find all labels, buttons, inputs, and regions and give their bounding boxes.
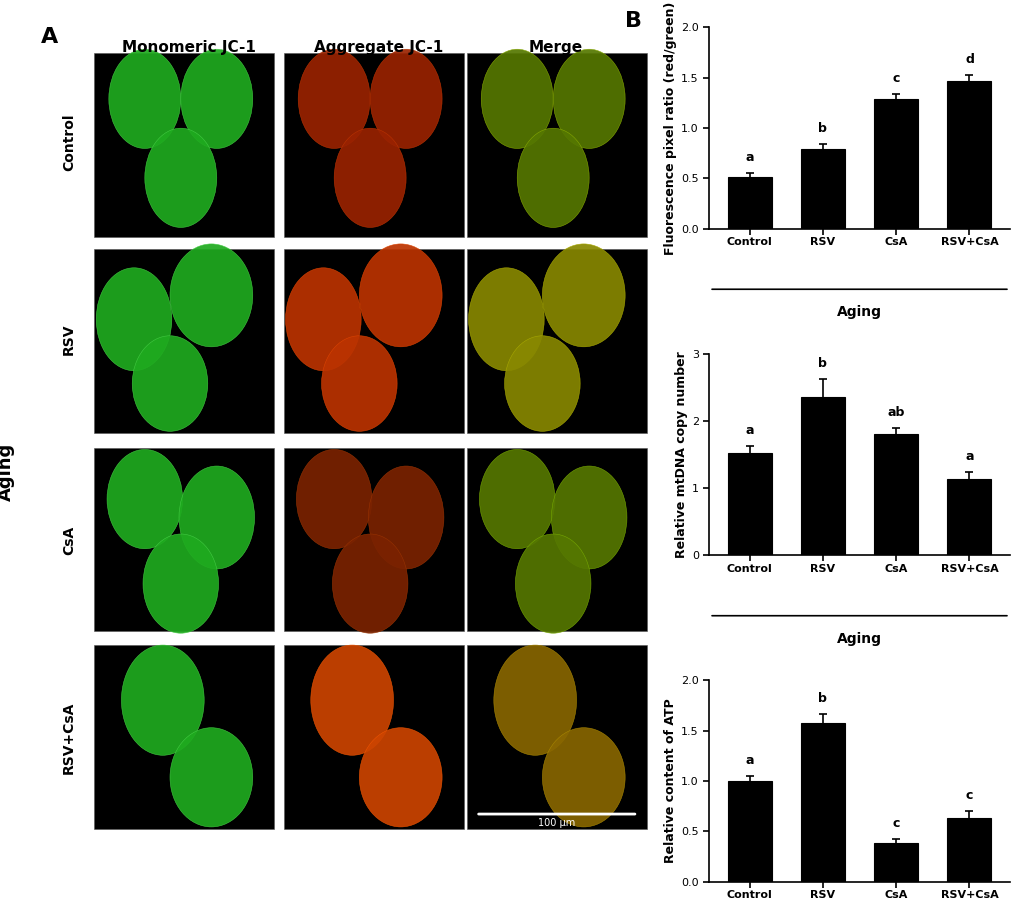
- Ellipse shape: [170, 728, 253, 827]
- Ellipse shape: [359, 244, 441, 347]
- Bar: [283, 249, 464, 433]
- Ellipse shape: [132, 335, 208, 431]
- Ellipse shape: [298, 49, 370, 148]
- Text: c: c: [965, 789, 972, 802]
- Text: b: b: [817, 693, 826, 705]
- Y-axis label: Relative mtDNA copy number: Relative mtDNA copy number: [674, 351, 687, 558]
- Bar: [283, 447, 464, 632]
- Ellipse shape: [96, 268, 171, 371]
- Text: ab: ab: [887, 405, 904, 418]
- Ellipse shape: [552, 49, 625, 148]
- Ellipse shape: [297, 450, 372, 549]
- Ellipse shape: [368, 466, 443, 569]
- Bar: [467, 249, 646, 433]
- Ellipse shape: [481, 49, 552, 148]
- Ellipse shape: [493, 645, 576, 755]
- Ellipse shape: [517, 128, 589, 227]
- Ellipse shape: [109, 49, 180, 148]
- Text: Aggregate JC-1: Aggregate JC-1: [314, 40, 442, 55]
- Text: a: a: [745, 151, 753, 165]
- Text: Aging: Aging: [0, 443, 15, 501]
- Text: c: c: [892, 72, 899, 85]
- Text: RSV: RSV: [62, 324, 76, 355]
- Ellipse shape: [121, 645, 204, 755]
- Text: Aging: Aging: [837, 632, 881, 645]
- Text: B: B: [625, 11, 641, 31]
- Text: b: b: [817, 122, 826, 135]
- Bar: [95, 645, 274, 829]
- Bar: [873, 435, 917, 555]
- Bar: [873, 99, 917, 229]
- Ellipse shape: [479, 450, 554, 549]
- Ellipse shape: [145, 128, 217, 227]
- Bar: [727, 177, 770, 229]
- Ellipse shape: [504, 335, 580, 431]
- Ellipse shape: [180, 49, 253, 148]
- Bar: [727, 454, 770, 555]
- Text: a: a: [745, 754, 753, 767]
- Ellipse shape: [143, 534, 218, 634]
- Text: Control: Control: [62, 114, 76, 172]
- Ellipse shape: [359, 728, 441, 827]
- Ellipse shape: [334, 128, 406, 227]
- Bar: [800, 397, 844, 555]
- Text: Merge: Merge: [528, 40, 582, 55]
- Ellipse shape: [515, 534, 590, 634]
- Ellipse shape: [311, 645, 393, 755]
- Ellipse shape: [107, 450, 182, 549]
- Ellipse shape: [551, 466, 627, 569]
- Text: A: A: [41, 27, 58, 47]
- Bar: [947, 818, 990, 882]
- Ellipse shape: [285, 268, 361, 371]
- Bar: [800, 723, 844, 882]
- Text: C: C: [625, 337, 641, 357]
- Ellipse shape: [542, 728, 625, 827]
- Bar: [873, 844, 917, 882]
- Ellipse shape: [321, 335, 396, 431]
- Ellipse shape: [542, 244, 625, 347]
- Bar: [467, 53, 646, 236]
- Text: a: a: [964, 450, 973, 463]
- Text: CsA: CsA: [62, 525, 76, 554]
- Text: b: b: [817, 356, 826, 370]
- Bar: [467, 447, 646, 632]
- Ellipse shape: [178, 466, 255, 569]
- Bar: [947, 479, 990, 555]
- Bar: [727, 781, 770, 882]
- Y-axis label: Fluorescence pixel ratio (red/green): Fluorescence pixel ratio (red/green): [663, 1, 677, 255]
- Ellipse shape: [332, 534, 408, 634]
- Bar: [283, 645, 464, 829]
- Text: d: d: [964, 53, 973, 65]
- Bar: [467, 645, 646, 829]
- Text: c: c: [892, 817, 899, 830]
- Ellipse shape: [370, 49, 441, 148]
- Text: a: a: [745, 425, 753, 437]
- Bar: [800, 149, 844, 229]
- Ellipse shape: [468, 268, 544, 371]
- Bar: [947, 81, 990, 229]
- Text: RSV+CsA: RSV+CsA: [62, 702, 76, 774]
- Text: Monomeric JC-1: Monomeric JC-1: [122, 40, 256, 55]
- Bar: [95, 249, 274, 433]
- Bar: [283, 53, 464, 236]
- Text: 100 μm: 100 μm: [538, 818, 575, 828]
- Bar: [95, 447, 274, 632]
- Text: D: D: [625, 664, 643, 684]
- Y-axis label: Relative content of ATP: Relative content of ATP: [663, 699, 677, 864]
- Text: Aging: Aging: [837, 305, 881, 319]
- Ellipse shape: [170, 244, 253, 347]
- Bar: [95, 53, 274, 236]
